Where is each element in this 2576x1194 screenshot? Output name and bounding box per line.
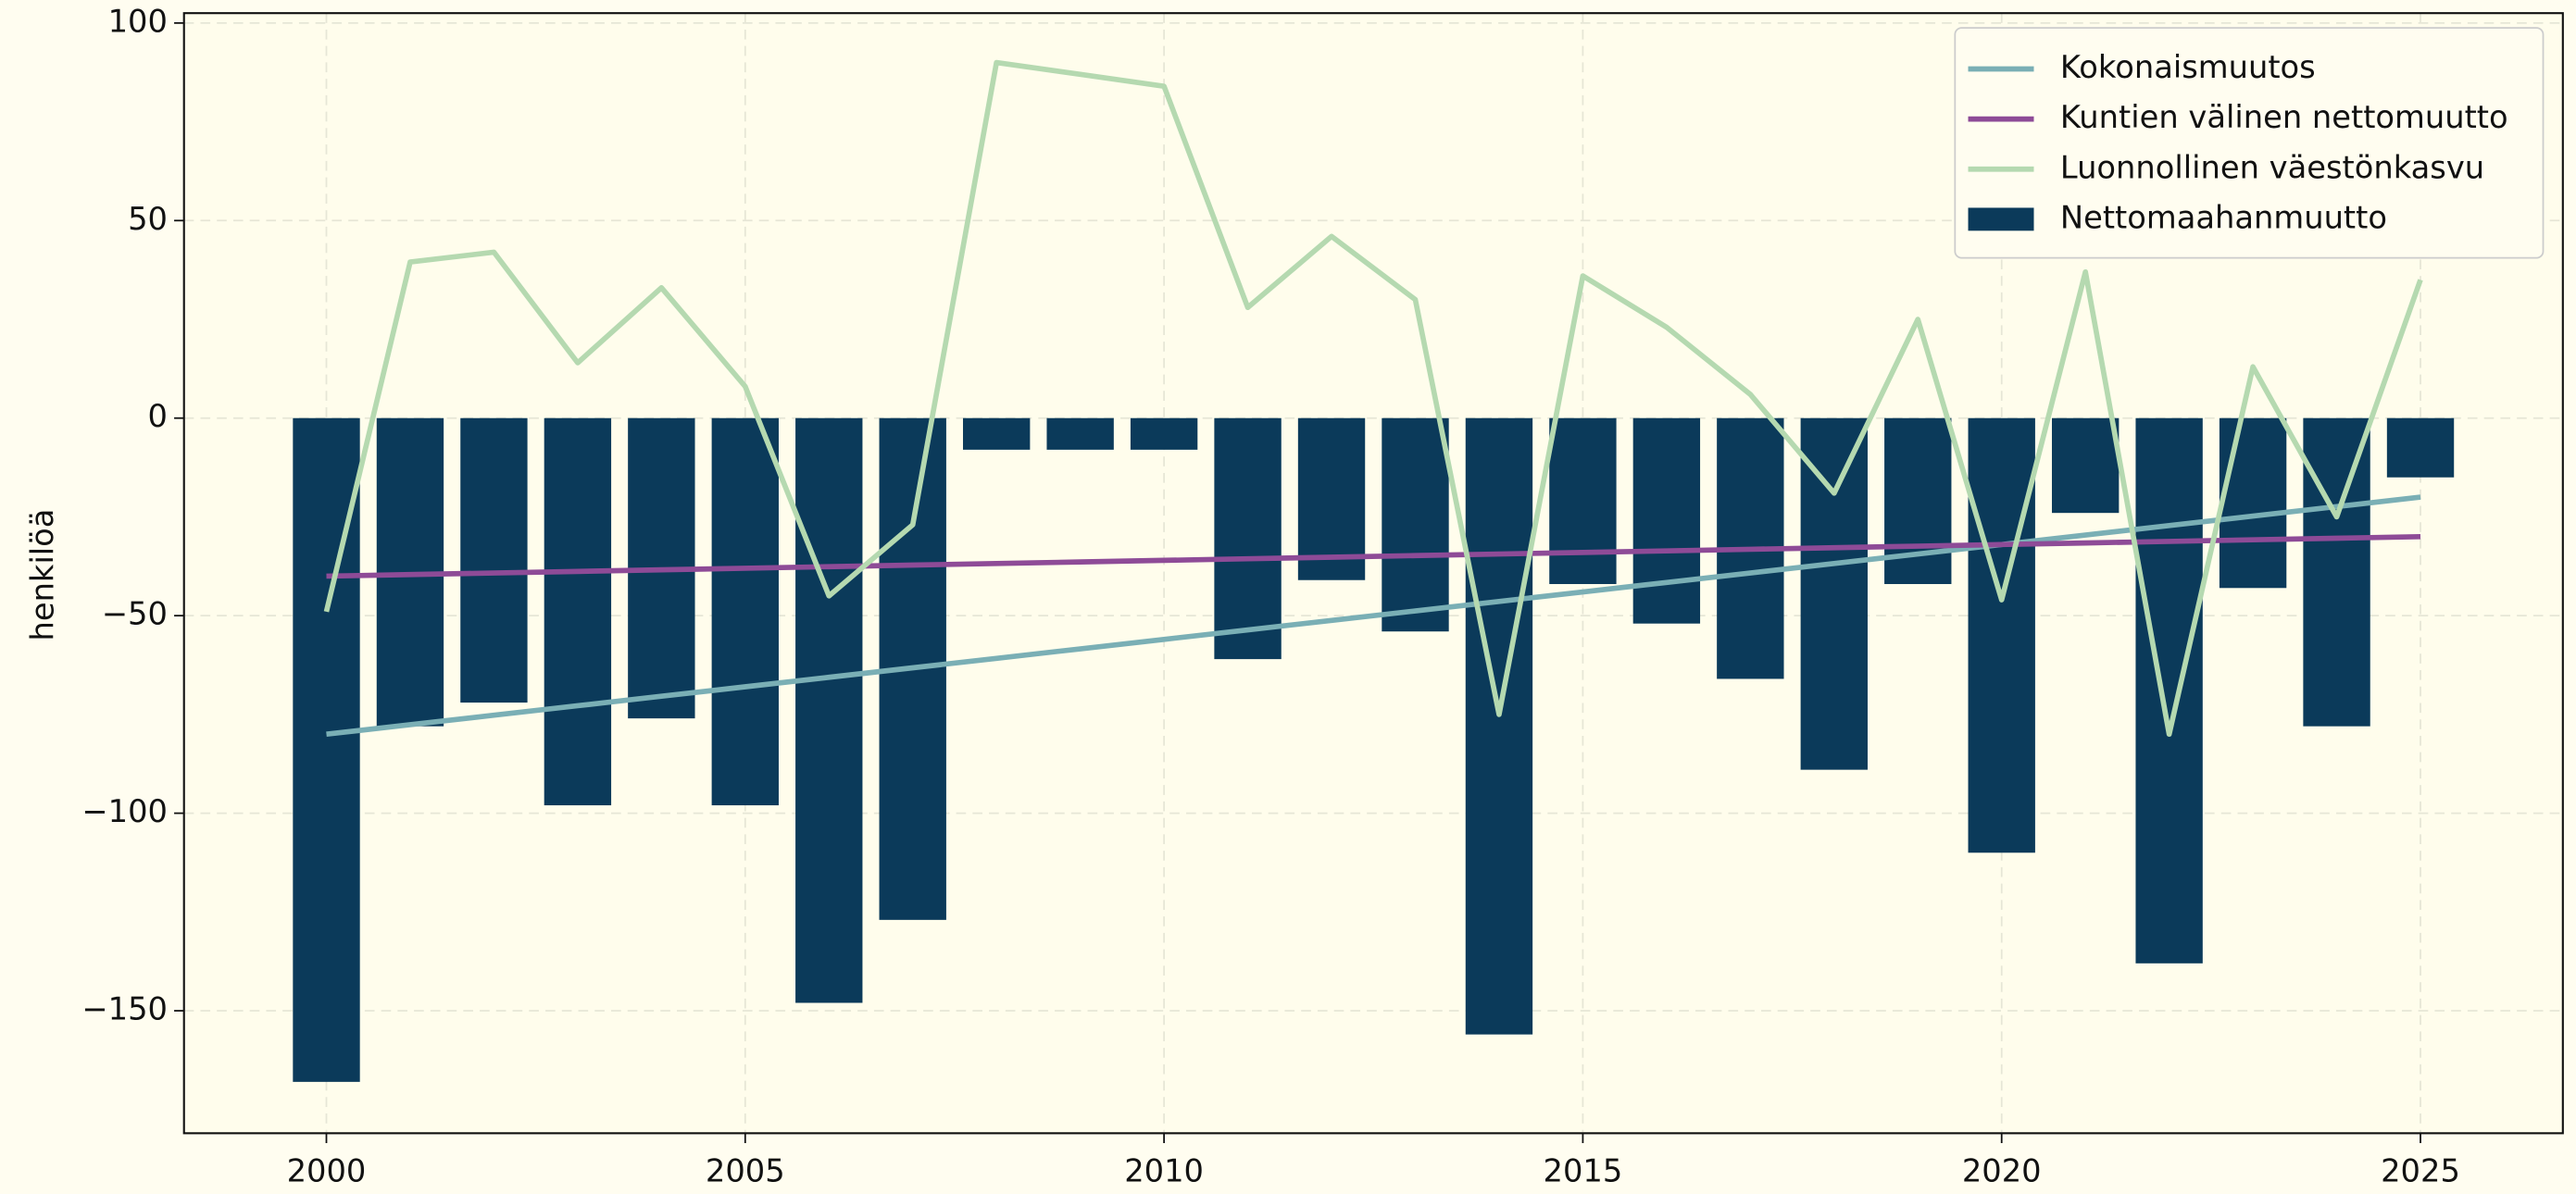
bar (1632, 417, 1701, 624)
bar (2219, 417, 2287, 589)
x-tick-label: 2025 (2381, 1152, 2460, 1188)
bar (1297, 417, 1366, 580)
bar (2051, 417, 2120, 514)
line (326, 494, 2421, 738)
x-tick-label: 2015 (1544, 1152, 1623, 1188)
bar (1800, 417, 1868, 770)
legend-box (1954, 27, 2545, 259)
bar (963, 417, 1031, 450)
bar (2303, 417, 2370, 727)
line (326, 533, 2421, 579)
bar (1549, 417, 1617, 585)
legend-label: Nettomaahanmuutto (2060, 199, 2387, 235)
x-tick-label: 2020 (1962, 1152, 2042, 1188)
y-tick-label: 50 (128, 201, 168, 237)
y-tick-label: −50 (102, 596, 168, 632)
bar (2386, 417, 2455, 478)
y-tick-label: −100 (81, 793, 168, 829)
y-tick-label: 0 (148, 398, 168, 434)
bar (1130, 417, 1198, 450)
bar (544, 417, 612, 806)
legend-label: Luonnollinen väestönkasvu (2060, 149, 2484, 185)
legend-swatch (1968, 207, 2034, 231)
bar (460, 417, 528, 703)
plot-frame (182, 12, 2564, 1135)
legend-label: Kokonaismuutos (2060, 49, 2316, 85)
bar (1968, 417, 2035, 853)
legend-label: Kuntien välinen nettomuutto (2060, 99, 2508, 135)
bar (795, 417, 863, 1003)
x-tick-label: 2005 (706, 1152, 785, 1188)
y-axis-label: henkilöä (24, 509, 60, 641)
x-tick-label: 2000 (287, 1152, 367, 1188)
bar (1214, 417, 1282, 660)
bar (1465, 417, 1533, 1035)
y-tick-label: −150 (81, 991, 168, 1027)
bar (1046, 417, 1114, 450)
y-tick-label: 100 (108, 3, 168, 39)
bar (711, 417, 779, 806)
bar (1382, 417, 1449, 632)
bar (2135, 417, 2203, 964)
line (323, 59, 2423, 738)
x-tick-label: 2010 (1124, 1152, 1204, 1188)
